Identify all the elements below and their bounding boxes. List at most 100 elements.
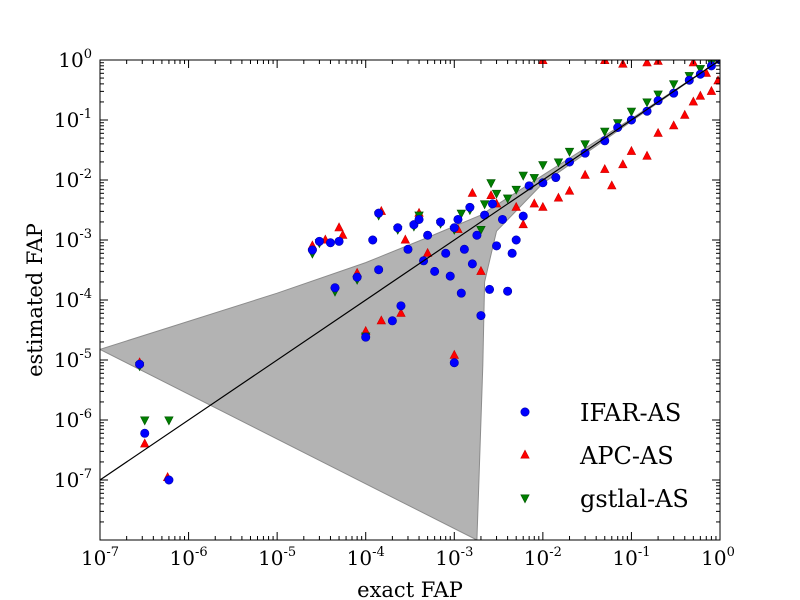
data-point	[374, 265, 384, 275]
legend-marker	[520, 494, 530, 504]
data-point	[518, 171, 528, 181]
data-point	[680, 109, 690, 119]
data-point	[334, 236, 344, 246]
tick-label-exponent: -4	[79, 287, 92, 302]
data-point	[551, 173, 561, 183]
tick-label-exponent: -6	[195, 545, 208, 560]
legend-marker	[520, 407, 530, 417]
tick-label-exponent: 0	[727, 545, 735, 560]
data-point	[706, 85, 717, 95]
data-point	[449, 223, 459, 233]
tick-label-exponent: -7	[106, 545, 119, 560]
tick-label: 10-2	[524, 545, 562, 570]
data-point	[529, 198, 539, 208]
tick-label-base: 10	[58, 48, 83, 72]
tick-label: 10-7	[81, 545, 119, 570]
data-point	[486, 190, 496, 200]
reference-diagonal-line	[100, 60, 720, 481]
data-point	[492, 241, 502, 251]
data-point	[396, 301, 406, 311]
data-point	[453, 214, 463, 224]
data-point	[668, 80, 679, 90]
legend: IFAR-AS APC-AS gstlal-AS	[520, 399, 689, 513]
tick-label-base: 10	[347, 546, 372, 570]
data-point	[642, 150, 652, 160]
data-point	[511, 235, 521, 245]
data-point	[688, 96, 699, 106]
tick-label: 100	[701, 545, 735, 570]
tick-label-base: 10	[54, 348, 79, 372]
data-point	[465, 202, 475, 212]
tick-label-base: 10	[435, 546, 460, 570]
data-point	[400, 234, 411, 244]
data-point	[607, 180, 617, 190]
y-axis-label: estimated FAP	[23, 223, 47, 377]
data-point	[456, 209, 466, 219]
data-point	[368, 235, 378, 245]
data-point	[580, 148, 590, 158]
tick-label-exponent: -3	[461, 545, 474, 560]
tick-label: 10-7	[54, 467, 92, 492]
tick-label: 10-6	[170, 545, 208, 570]
tick-label: 10-1	[612, 545, 650, 570]
data-point	[538, 161, 548, 171]
data-point	[713, 75, 720, 85]
data-point	[553, 192, 564, 202]
legend-label: gstlal-AS	[580, 485, 689, 513]
data-point	[164, 416, 174, 426]
data-point	[338, 229, 348, 239]
data-point	[307, 245, 317, 255]
tick-label-exponent: -1	[79, 107, 92, 122]
data-point	[436, 217, 446, 227]
data-point	[393, 223, 403, 233]
data-point	[140, 438, 150, 448]
tick-label-exponent: -2	[549, 545, 562, 560]
data-point	[642, 60, 652, 67]
data-point	[459, 244, 469, 254]
data-point	[423, 230, 433, 240]
tick-label: 10-4	[54, 287, 92, 312]
data-point	[511, 201, 521, 211]
data-point	[564, 185, 575, 195]
tick-label: 10-3	[54, 227, 92, 252]
tick-label-exponent: -6	[79, 407, 92, 422]
tick-label-base: 10	[81, 546, 106, 570]
data-point	[376, 315, 387, 325]
data-point	[330, 283, 340, 293]
data-point	[580, 169, 590, 179]
tick-label-exponent: 0	[84, 47, 92, 62]
tick-label: 10-5	[54, 347, 92, 372]
data-point	[361, 332, 371, 342]
tick-label-base: 10	[524, 546, 549, 570]
tick-label-base: 10	[170, 546, 195, 570]
tick-label-base: 10	[258, 546, 283, 570]
data-point	[140, 428, 150, 438]
tick-label: 10-4	[347, 545, 385, 570]
data-point	[518, 219, 528, 229]
data-point	[695, 65, 706, 75]
data-point	[476, 265, 486, 275]
data-point	[387, 316, 397, 326]
data-point	[449, 358, 459, 368]
tick-label-base: 10	[701, 546, 726, 570]
tick-label: 10-5	[258, 545, 296, 570]
tick-label: 10-6	[54, 407, 92, 432]
tick-label-base: 10	[612, 546, 637, 570]
data-point	[325, 238, 335, 248]
legend-item-ifar-as: IFAR-AS	[520, 399, 681, 427]
data-point	[642, 106, 652, 116]
data-point	[164, 475, 174, 485]
data-point	[580, 140, 590, 150]
tick-label-base: 10	[54, 168, 79, 192]
legend-label: APC-AS	[579, 442, 674, 470]
data-points	[134, 60, 720, 485]
x-axis: 10-7 10-6 10-5 10-4 10-3 10-2 10-1 100	[81, 60, 735, 570]
data-point	[507, 248, 517, 258]
tick-label: 10-2	[54, 167, 92, 192]
data-point	[564, 147, 575, 157]
data-point	[511, 185, 521, 195]
legend-label: IFAR-AS	[580, 399, 681, 427]
data-point	[422, 247, 433, 257]
tick-label-base: 10	[54, 408, 79, 432]
data-point	[502, 194, 513, 204]
